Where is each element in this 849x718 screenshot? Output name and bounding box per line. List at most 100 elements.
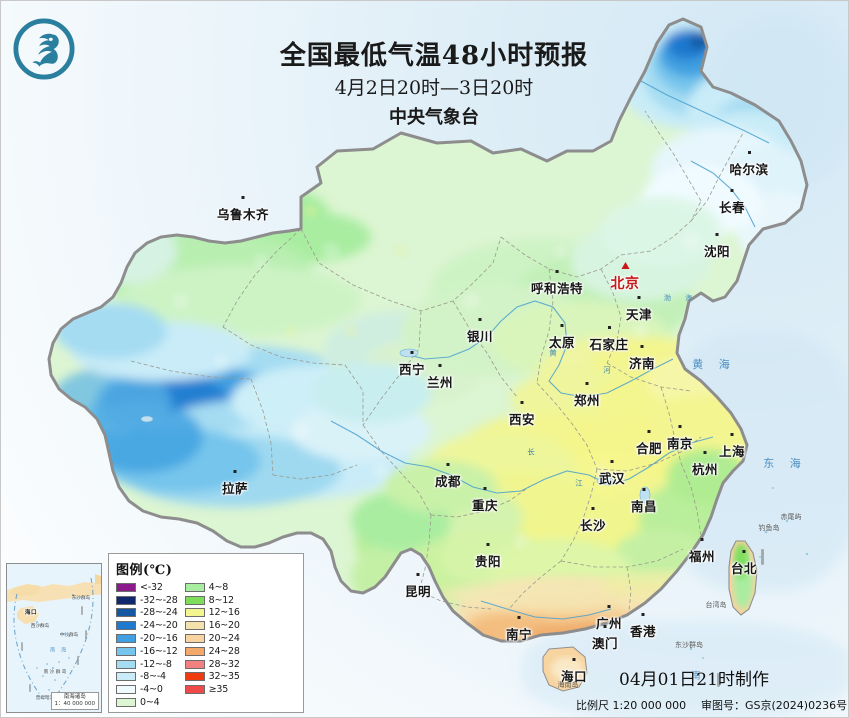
city-name: 乌鲁木齐 bbox=[216, 207, 270, 222]
legend-row: 0~4 bbox=[116, 696, 178, 709]
city-marker-icon bbox=[641, 613, 645, 616]
island-label: 海南岛 bbox=[557, 681, 579, 689]
city-name: 郑州 bbox=[573, 393, 601, 408]
city-marker-icon bbox=[585, 382, 589, 385]
city-marker-icon bbox=[560, 324, 564, 327]
city-marker-icon bbox=[486, 543, 490, 546]
city-name: 香港 bbox=[629, 624, 657, 639]
city-label: 西宁 bbox=[398, 351, 426, 378]
legend-row: -4~0 bbox=[116, 683, 178, 696]
legend-range-label: 28~32 bbox=[208, 658, 240, 670]
city-marker-icon bbox=[678, 425, 682, 428]
city-marker-icon bbox=[591, 507, 595, 510]
legend-range-label: -28~-24 bbox=[140, 607, 178, 619]
city-marker-icon bbox=[607, 605, 611, 608]
legend-range-label: -12~-8 bbox=[140, 658, 172, 670]
city-marker-icon bbox=[241, 196, 245, 199]
city-name: 沈阳 bbox=[703, 244, 731, 259]
legend-color-swatch bbox=[184, 634, 205, 644]
inset-title: 南海诸岛 bbox=[63, 694, 86, 700]
city-marker-icon bbox=[640, 345, 644, 348]
legend-row: -24~-20 bbox=[116, 619, 178, 632]
city-name: 南昌 bbox=[630, 499, 658, 514]
legend-color-swatch bbox=[184, 595, 205, 605]
inset-place-label: 东沙群岛 bbox=[71, 596, 91, 601]
city-label: 石家庄 bbox=[589, 326, 628, 353]
legend-row: -20~-16 bbox=[116, 632, 178, 645]
city-label: 呼和浩特 bbox=[530, 270, 584, 297]
legend-title: 图例(℃) bbox=[116, 563, 173, 578]
legend-row: -8~-4 bbox=[116, 671, 178, 684]
city-label: 乌鲁木齐 bbox=[216, 196, 270, 223]
city-name: 长春 bbox=[718, 200, 746, 215]
city-marker-icon bbox=[742, 550, 746, 553]
city-label: 沈阳 bbox=[703, 233, 731, 260]
city-marker-icon bbox=[572, 658, 576, 661]
hainan-temperature-field bbox=[543, 647, 587, 691]
city-label: 西安 bbox=[508, 401, 536, 428]
legend-range-label: -32~-28 bbox=[140, 594, 178, 606]
city-name: 昆明 bbox=[404, 584, 432, 599]
legend-row: ≥35 bbox=[184, 683, 240, 696]
forecast-period: 4月2日20时—3日20时 bbox=[334, 77, 534, 99]
city-name: 呼和浩特 bbox=[530, 281, 584, 296]
island-label: 东沙群岛 bbox=[675, 641, 703, 649]
city-marker-icon bbox=[647, 430, 651, 433]
taiwan-temperature-field bbox=[729, 541, 757, 615]
city-name: 长沙 bbox=[579, 518, 607, 533]
city-name: 拉萨 bbox=[221, 481, 249, 496]
inset-place-label: 西沙群岛 bbox=[30, 624, 50, 629]
city-marker-icon bbox=[416, 573, 420, 576]
city-label: 广州 bbox=[595, 605, 623, 632]
island-label: 赤尾屿 bbox=[780, 513, 802, 521]
sea-islets bbox=[689, 487, 809, 687]
legend-range-label: 8~12 bbox=[208, 594, 234, 606]
city-marker-icon bbox=[747, 151, 751, 154]
legend-color-swatch bbox=[184, 608, 205, 618]
city-marker-icon bbox=[233, 470, 237, 473]
city-name: 南京 bbox=[666, 436, 694, 451]
legend-range-label: 24~28 bbox=[208, 645, 240, 657]
city-marker-icon bbox=[438, 364, 442, 367]
city-name: 海口 bbox=[560, 669, 588, 684]
sea-label: 东 海 bbox=[763, 457, 807, 470]
production-time: 04月01日21时制作 bbox=[619, 670, 769, 690]
hainan-outline bbox=[542, 646, 588, 692]
city-marker-icon bbox=[520, 401, 524, 404]
legend-color-swatch bbox=[116, 621, 136, 631]
city-label: 长沙 bbox=[579, 507, 607, 534]
city-name: 杭州 bbox=[691, 462, 719, 477]
legend-row: 24~28 bbox=[184, 645, 240, 658]
approval-number: 审图号：GS京(2024)0236号 bbox=[701, 699, 848, 712]
national-border bbox=[47, 17, 809, 643]
city-name: 广州 bbox=[595, 616, 623, 631]
inset-map-svg bbox=[7, 564, 101, 712]
legend-range-label: -8~-4 bbox=[140, 671, 166, 683]
city-name: 哈尔滨 bbox=[729, 162, 769, 177]
city-marker-icon bbox=[700, 538, 704, 541]
city-label: 重庆 bbox=[472, 487, 498, 514]
legend-row: <-32 bbox=[116, 581, 178, 594]
city-name: 武汉 bbox=[598, 471, 626, 486]
legend-right-column: 4~8 8~12 12~16 16~20 20~24 24~28 28~32 32~35 ≥35 bbox=[184, 581, 240, 709]
inset-place-label: 中沙群岛 bbox=[59, 633, 79, 638]
legend-color-swatch bbox=[184, 646, 205, 656]
city-name: 西安 bbox=[508, 412, 536, 427]
city-name: 天津 bbox=[625, 307, 653, 322]
city-label: 武汉 bbox=[598, 460, 626, 487]
city-name: 合肥 bbox=[635, 441, 663, 456]
city-marker-icon bbox=[730, 433, 734, 436]
legend-color-swatch bbox=[116, 582, 136, 592]
city-label: 郑州 bbox=[573, 382, 601, 409]
legend-range-label: -16~-12 bbox=[140, 645, 178, 657]
map-title-block: 全国最低气温48小时预报 4月2日20时—3日20时 中央气象台 bbox=[269, 39, 599, 133]
city-label: 南昌 bbox=[630, 488, 658, 515]
legend-range-label: -20~-16 bbox=[140, 633, 178, 645]
sea-label: 渤 海 bbox=[663, 294, 699, 302]
legend-range-label: 12~16 bbox=[208, 607, 240, 619]
page-title: 全国最低气温48小时预报 bbox=[279, 41, 589, 71]
city-name: 西宁 bbox=[398, 362, 426, 377]
